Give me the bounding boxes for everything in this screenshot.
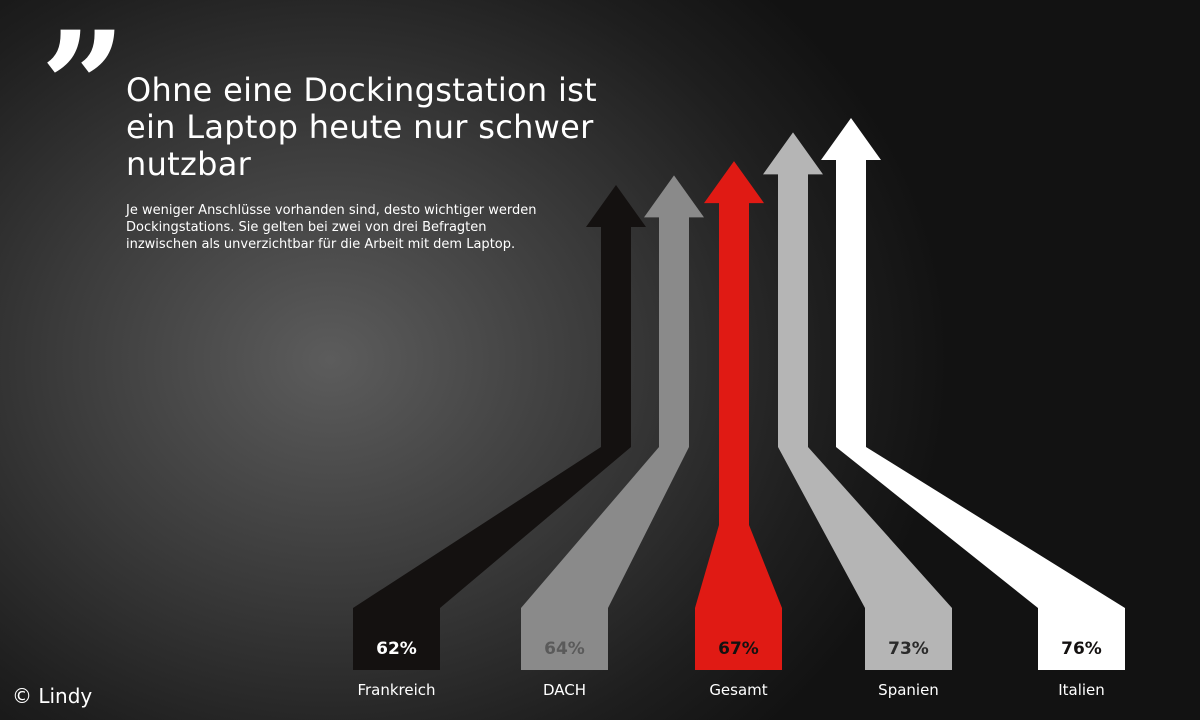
quote-mark-icon: ” — [40, 0, 127, 175]
page-subtitle: Je weniger Anschlüsse vorhanden sind, de… — [126, 203, 537, 252]
value-label-spanien: 73% — [888, 639, 929, 659]
arrow-bar-gesamt — [695, 161, 782, 671]
arrow-bar-frankreich — [353, 185, 646, 670]
credit-text: © Lindy — [12, 684, 93, 708]
category-label-spanien: Spanien — [878, 681, 939, 699]
category-label-gesamt: Gesamt — [709, 681, 767, 699]
value-label-frankreich: 62% — [376, 639, 417, 659]
arrow-bar-spanien — [763, 132, 952, 670]
category-label-italien: Italien — [1058, 681, 1105, 699]
category-label-dach: DACH — [543, 681, 586, 699]
value-label-gesamt: 67% — [718, 639, 759, 659]
arrow-bar-dach — [521, 175, 704, 670]
category-label-frankreich: Frankreich — [357, 681, 435, 699]
page-title: Ohne eine Dockingstation ist ein Laptop … — [126, 71, 597, 183]
value-label-italien: 76% — [1061, 639, 1102, 659]
value-label-dach: 64% — [544, 639, 585, 659]
arrow-bar-italien — [821, 118, 1125, 670]
